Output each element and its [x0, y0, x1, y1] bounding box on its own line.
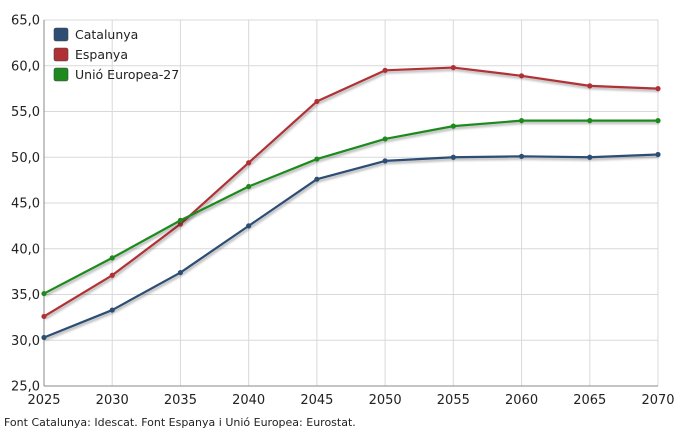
data-point	[655, 86, 661, 92]
data-point	[450, 123, 456, 129]
x-tick-label: 2025	[27, 393, 60, 408]
y-tick-label: 45,0	[11, 197, 40, 212]
x-tick-label: 2065	[573, 393, 606, 408]
y-tick-label: 25,0	[11, 380, 40, 395]
data-point	[177, 269, 184, 276]
data-point	[177, 217, 184, 223]
data-point	[246, 183, 252, 190]
data-point	[518, 73, 525, 79]
y-tick-label: 55,0	[11, 105, 40, 120]
data-point	[655, 118, 661, 124]
series-line	[43, 66, 659, 318]
x-tick-label: 2055	[437, 393, 470, 408]
data-point	[246, 160, 252, 166]
series-catalunya	[41, 151, 661, 341]
line-chart: 25,0 30,0 35,0 40,0 45,0 50,0 55,0 60,0 65,0 2025…	[11, 14, 674, 409]
series-lines	[41, 64, 661, 341]
series-uni-europea-27	[41, 118, 661, 297]
data-point	[41, 334, 47, 341]
data-point	[518, 153, 525, 159]
data-point	[41, 290, 47, 297]
x-tick-label: 2070	[641, 393, 674, 408]
series-espanya	[41, 64, 661, 320]
data-point	[450, 154, 456, 160]
y-tick-label: 65,0	[11, 14, 40, 29]
grid	[43, 19, 659, 387]
y-tick-label: 30,0	[11, 334, 40, 349]
x-tick-label: 2045	[300, 393, 333, 408]
data-point	[382, 136, 388, 142]
data-point	[450, 64, 456, 71]
data-point	[109, 272, 115, 278]
data-point	[655, 151, 661, 158]
data-point	[518, 118, 525, 124]
y-tick-label: 60,0	[11, 59, 40, 74]
y-tick-label: 50,0	[11, 151, 40, 166]
data-point	[41, 313, 47, 320]
axes: 25,0 30,0 35,0 40,0 45,0 50,0 55,0 60,0 65,0 2025…	[11, 14, 674, 409]
data-point	[314, 176, 320, 182]
data-point	[314, 156, 320, 162]
source-note: Font Catalunya: Idescat. Font Espanya i …	[4, 416, 356, 429]
data-point	[109, 255, 115, 261]
legend-label: Unió Europea-27	[75, 67, 179, 82]
legend-label: Espanya	[75, 47, 128, 62]
y-tick-label: 40,0	[11, 242, 40, 257]
x-tick-label: 2050	[369, 393, 402, 408]
legend-item: Unió Europea-27	[53, 67, 179, 82]
series-line	[43, 153, 659, 339]
data-point	[587, 118, 593, 124]
data-point	[177, 221, 184, 227]
legend-swatch	[53, 47, 69, 62]
y-tick-label: 35,0	[11, 288, 40, 303]
legend-swatch	[53, 27, 69, 42]
data-point	[587, 154, 593, 160]
data-point	[109, 307, 115, 313]
x-tick-label: 2035	[164, 393, 197, 408]
data-point	[587, 83, 593, 89]
data-point	[382, 67, 388, 73]
x-tick-label: 2030	[96, 393, 129, 408]
data-point	[246, 223, 252, 229]
legend-item: Espanya	[53, 47, 128, 62]
legend-swatch	[53, 67, 69, 82]
legend: Catalunya Espanya Unió Europea-27	[53, 27, 179, 82]
series-line	[43, 119, 658, 295]
legend-label: Catalunya	[75, 27, 138, 42]
x-tick-label: 2060	[505, 393, 538, 408]
legend-item: Catalunya	[53, 27, 138, 42]
data-point	[314, 98, 320, 105]
x-tick-label: 2040	[232, 393, 265, 408]
data-point	[382, 158, 388, 164]
